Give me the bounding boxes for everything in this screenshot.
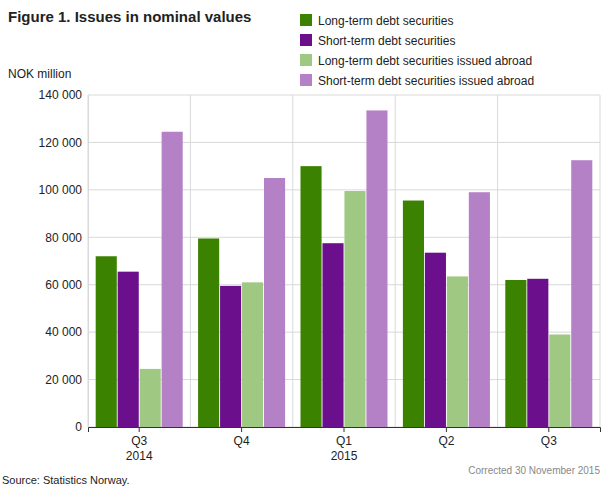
bar (118, 272, 139, 427)
y-axis: 0 20 000 40 000 60 000 80 000 100 000 120 000 1… (39, 88, 89, 434)
y-tick: 0 (75, 420, 88, 434)
y-tick-label: 80 000 (45, 231, 82, 245)
x-tick: Q2 (438, 427, 454, 448)
x-tick: Q32014 (126, 427, 153, 463)
y-axis-line (88, 96, 89, 428)
x-tick-mark (548, 427, 549, 432)
x-tick-label: Q32014 (126, 434, 153, 463)
grid (88, 95, 600, 427)
legend-label: Long-term debt securities (318, 14, 453, 28)
y-tick-label: 40 000 (45, 325, 82, 339)
chart: 0 20 000 40 000 60 000 80 000 100 000 120 000 1… (0, 0, 609, 489)
legend-swatch (300, 74, 312, 86)
bar (447, 276, 468, 427)
y-tick: 140 000 (39, 88, 88, 102)
y-tick-label: 20 000 (45, 373, 82, 387)
x-tick-label: Q4 (234, 434, 250, 448)
bar (264, 178, 285, 427)
y-tick-label: 120 000 (39, 136, 83, 150)
legend-label: Long-term debt securities issued abroad (318, 54, 532, 68)
bar (366, 110, 387, 427)
bars (96, 110, 593, 427)
legend-swatch (300, 34, 312, 46)
y-axis-title: NOK million (8, 67, 71, 81)
y-tick-label: 100 000 (39, 183, 83, 197)
x-tick-label: Q3 (541, 434, 557, 448)
bar (198, 238, 219, 427)
legend-label: Short-term debt securities issued abroad (318, 74, 534, 88)
x-tick: Q4 (234, 427, 250, 448)
bar (527, 279, 548, 427)
x-tick-label: Q12015 (331, 434, 358, 463)
x-axis: Q32014 Q4 Q12015 Q2 Q3 (89, 427, 601, 463)
bar (344, 191, 365, 427)
legend-swatch (300, 14, 312, 26)
legend-item: Short-term debt securities issued abroad (300, 74, 534, 88)
bar (571, 160, 592, 427)
legend-label: Short-term debt securities (318, 34, 455, 48)
legend: Long-term debt securities Short-term debt… (296, 8, 598, 92)
y-tick-label: 140 000 (39, 88, 83, 102)
category-divider (395, 95, 396, 427)
y-tick: 80 000 (45, 231, 88, 245)
x-tick: Q12015 (331, 427, 358, 463)
x-tick-mark (241, 427, 242, 432)
y-tick-label: 60 000 (45, 278, 82, 292)
bar (469, 192, 490, 427)
x-tick-mark (446, 427, 447, 432)
legend-item: Short-term debt securities (300, 34, 455, 48)
bar (140, 369, 161, 427)
y-tick: 100 000 (39, 183, 88, 197)
source: Source: Statistics Norway. (2, 474, 130, 486)
x-axis-line (89, 428, 601, 433)
legend-item: Long-term debt securities issued abroad (300, 54, 532, 68)
bar (220, 286, 241, 427)
bar (300, 166, 321, 427)
bar (505, 280, 526, 427)
y-tick: 120 000 (39, 136, 88, 150)
grid-line (88, 95, 600, 96)
bar (403, 201, 424, 427)
bar (425, 253, 446, 427)
title: Figure 1. Issues in nominal values (8, 8, 251, 25)
legend-background (296, 8, 598, 92)
legend-item: Long-term debt securities (300, 14, 453, 28)
category-divider (88, 95, 89, 427)
y-tick: 20 000 (45, 373, 88, 387)
note: Corrected 30 November 2015 (468, 465, 600, 476)
category-divider (600, 95, 601, 427)
category-divider (497, 95, 498, 427)
x-tick-label: Q2 (438, 434, 454, 448)
x-tick: Q3 (541, 427, 557, 448)
bar (162, 132, 183, 427)
bar (96, 256, 117, 427)
x-tick-mark (139, 427, 140, 432)
y-tick-label: 0 (75, 420, 82, 434)
x-tick-mark (344, 427, 345, 432)
y-tick: 60 000 (45, 278, 88, 292)
category-divider (190, 95, 191, 427)
legend-swatch (300, 54, 312, 66)
bar (322, 243, 343, 427)
y-tick: 40 000 (45, 325, 88, 339)
category-divider (292, 95, 293, 427)
bar (242, 282, 263, 427)
bar (549, 335, 570, 427)
